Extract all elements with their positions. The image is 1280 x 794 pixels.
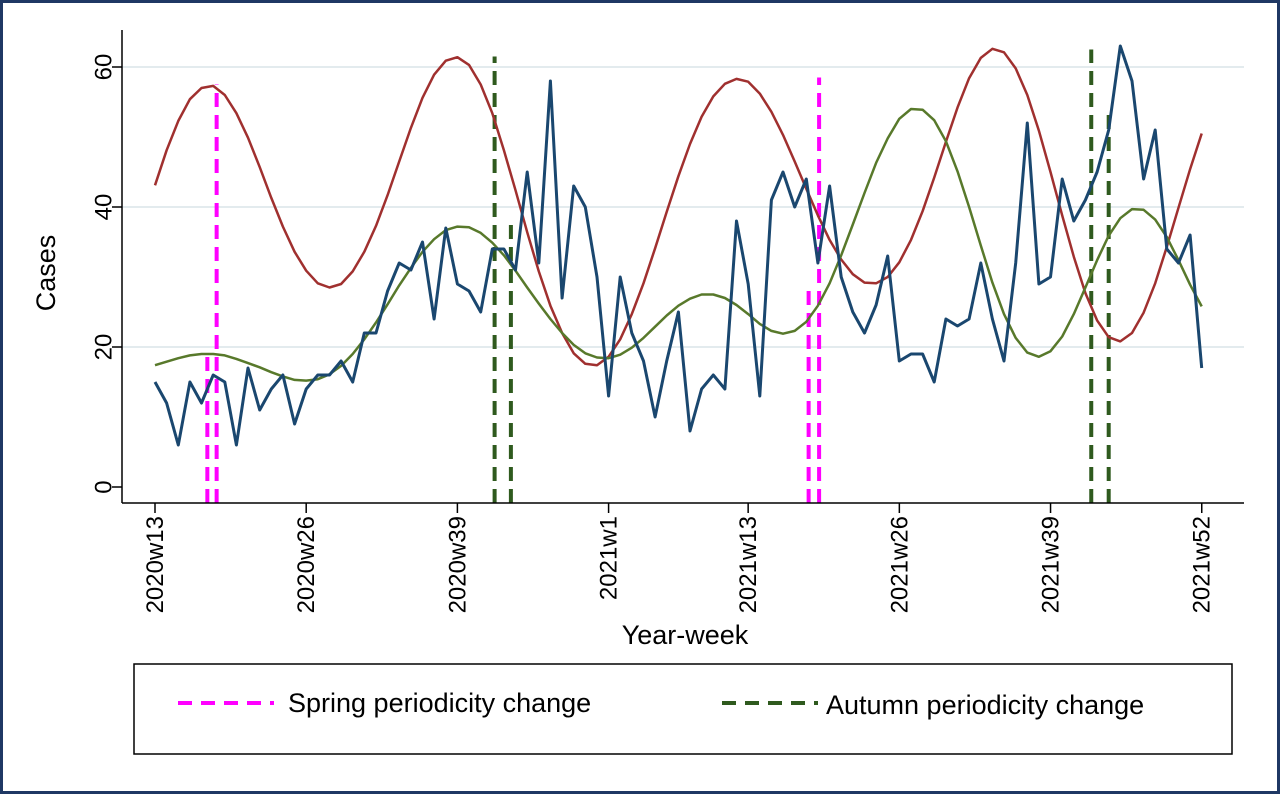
x-tick-label: 2021w13 bbox=[735, 516, 762, 613]
y-ticks: 0 20 40 60 bbox=[91, 54, 122, 494]
x-tick-label: 2021w1 bbox=[596, 516, 623, 600]
plot-background bbox=[122, 30, 1244, 503]
x-tick-label: 2021w39 bbox=[1038, 516, 1065, 613]
legend-label-spring: Spring periodicity change bbox=[288, 688, 591, 718]
series-lines bbox=[153, 44, 1204, 447]
y-tick-label: 40 bbox=[91, 194, 118, 221]
x-axis-title: Year-week bbox=[622, 620, 749, 650]
y-tick-label: 0 bbox=[91, 480, 118, 493]
x-ticks: 2020w13 2020w26 2020w39 2021w1 2021w13 2021w2… bbox=[142, 503, 1216, 613]
legend: Spring periodicity change Autumn periodi… bbox=[133, 663, 1233, 755]
x-tick-label: 2021w52 bbox=[1189, 516, 1216, 613]
axes bbox=[121, 30, 1244, 504]
vertical-markers bbox=[205, 49, 1111, 503]
y-axis-title: Cases bbox=[31, 235, 61, 312]
y-tick-label: 60 bbox=[91, 54, 118, 81]
x-tick-label: 2020w26 bbox=[293, 516, 320, 613]
legend-label-autumn: Autumn periodicity change bbox=[826, 690, 1144, 720]
x-tick-label: 2020w39 bbox=[444, 516, 471, 613]
series-line-observed bbox=[153, 44, 1204, 447]
x-tick-label: 2020w13 bbox=[142, 516, 169, 613]
y-tick-label: 20 bbox=[91, 334, 118, 361]
series-line-fit-two-period bbox=[153, 47, 1203, 367]
x-tick-label: 2021w26 bbox=[886, 516, 913, 613]
legend-box bbox=[133, 663, 1233, 755]
